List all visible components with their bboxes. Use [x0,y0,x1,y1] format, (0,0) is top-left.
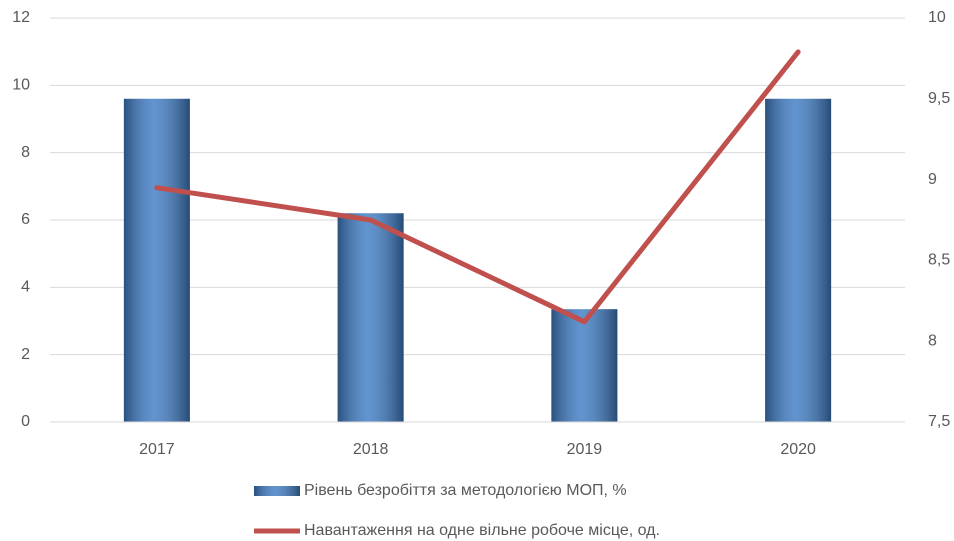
x-tick-label: 2017 [139,441,175,458]
y-tick-label: 8 [21,144,30,161]
y2-tick-label: 9,5 [928,90,950,107]
y2-tick-label: 8,5 [928,252,950,269]
y-tick-label: 2 [21,346,30,363]
bar-shade [765,98,832,423]
bar [337,213,404,422]
y-tick-label: 12 [12,9,30,26]
y2-tick-label: 8 [928,332,937,349]
x-tick-label: 2020 [780,441,816,458]
bar-shade [123,98,190,423]
bar-shade [551,309,618,422]
legend-label: Навантаження на одне вільне робоче місце… [304,522,660,539]
y2-tick-label: 7,5 [928,413,950,430]
bar-shade [337,213,404,422]
bar [551,309,618,422]
x-tick-label: 2019 [567,441,603,458]
y-tick-label: 4 [21,279,30,296]
line [154,49,801,325]
legend-swatch-shade [254,486,300,496]
y-tick-label: 6 [21,211,30,228]
y2-tick-label: 9 [928,171,937,188]
y2-tick-label: 10 [928,9,946,26]
y-tick-label: 10 [12,77,30,94]
y-tick-label: 0 [21,413,30,430]
bar [123,98,190,423]
legend-label: Рівень безробіття за методологією МОП, % [304,482,627,499]
bar [765,98,832,423]
x-tick-label: 2018 [353,441,389,458]
